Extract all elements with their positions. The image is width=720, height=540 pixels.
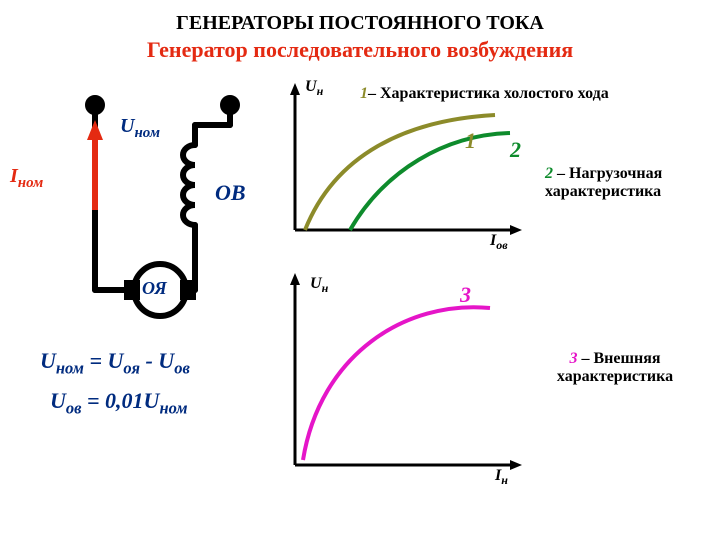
curve2-num: 2 bbox=[510, 137, 521, 163]
legend-2: 2 – Нагрузочная характеристика bbox=[545, 165, 715, 201]
formula-2: Uов = 0,01Uном bbox=[50, 388, 188, 418]
main-title: ГЕНЕРАТОРЫ ПОСТОЯННОГО ТОКА bbox=[0, 0, 720, 35]
curve1-num: 1 bbox=[465, 128, 476, 154]
curve3-num: 3 bbox=[460, 282, 471, 308]
label-oya2: ОЯ bbox=[142, 278, 167, 299]
label-unom: Uном bbox=[120, 115, 160, 142]
chart2-ylabel: Uн bbox=[310, 275, 328, 296]
chart2-xlabel: Iн bbox=[495, 467, 508, 488]
current-arrow bbox=[87, 120, 103, 210]
chart1-ylabel: Uн bbox=[305, 78, 323, 99]
subtitle: Генератор последовательного возбуждения bbox=[0, 35, 720, 63]
legend-1: 1– Характеристика холостого хода bbox=[360, 85, 700, 103]
chart-2: Uн Iн 3 bbox=[280, 270, 530, 480]
formula-1: Uном = Uоя - Uов bbox=[40, 348, 190, 378]
chart2-svg bbox=[280, 270, 530, 480]
label-inom: Iном bbox=[10, 165, 43, 192]
label-ov: ОВ bbox=[215, 180, 246, 206]
chart1-svg bbox=[280, 80, 530, 245]
legend-3: 3 – Внешняя характеристика bbox=[520, 350, 710, 386]
chart1-xlabel: Iов bbox=[490, 232, 508, 253]
chart-1: Uн Iов 1 2 bbox=[280, 80, 530, 245]
circuit-diagram: Iном Uном ОВ ОЯ ОЯ bbox=[20, 90, 280, 330]
